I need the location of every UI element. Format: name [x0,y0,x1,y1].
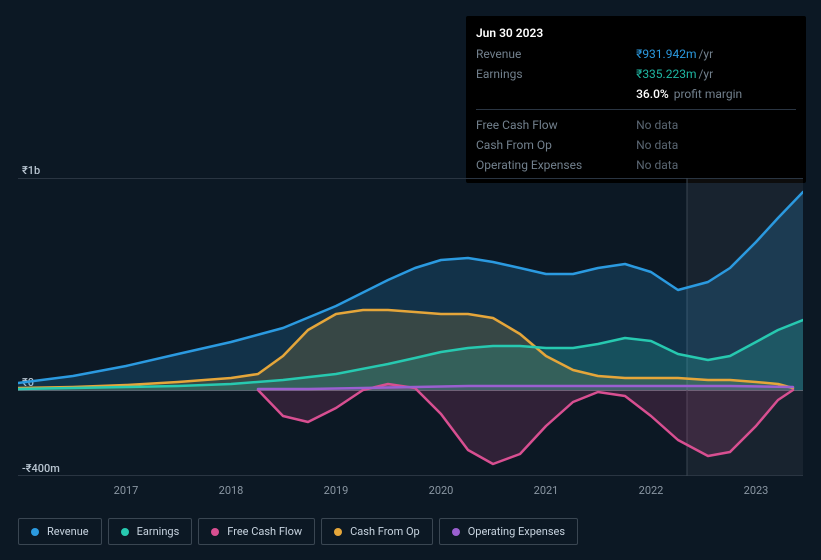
legend-item-fcf[interactable]: Free Cash Flow [198,518,315,545]
tooltip-suffix: /yr [698,47,713,61]
tooltip-row-label: Revenue [476,44,636,64]
legend-swatch-icon [121,528,129,536]
tooltip-row-label: Free Cash Flow [476,115,636,135]
tooltip-margin-text: profit margin [674,87,742,101]
data-tooltip: Jun 30 2023 Revenue ₹931.942m/yr Earning… [466,16,806,183]
tooltip-row-value: ₹931.942m/yr [636,44,796,64]
tooltip-nodata: No data [636,135,796,155]
x-axis-tick-label: 2018 [219,484,244,497]
tooltip-row-value: 36.0% profit margin [636,84,796,104]
tooltip-divider [476,109,796,110]
series-area-fcf [258,384,793,464]
chart-legend: Revenue Earnings Free Cash Flow Cash From O… [18,518,578,545]
tooltip-nodata: No data [636,155,796,175]
x-axis-tick-label: 2017 [114,484,139,497]
tooltip-date: Jun 30 2023 [476,24,796,42]
x-axis-tick-label: 2022 [639,484,664,497]
legend-label: Cash From Op [350,525,420,538]
legend-label: Earnings [137,525,180,538]
y-axis-tick-label: ₹1b [22,164,40,177]
legend-swatch-icon [452,528,460,536]
legend-item-cfo[interactable]: Cash From Op [321,518,433,545]
x-axis-tick-label: 2021 [534,484,559,497]
tooltip-row-label: Operating Expenses [476,155,636,175]
legend-label: Revenue [47,525,89,538]
legend-item-opex[interactable]: Operating Expenses [439,518,578,545]
tooltip-margin-pct: 36.0% [636,87,669,101]
x-axis-labels: 2017 2018 2019 2020 2021 2022 2023 [18,484,803,500]
tooltip-row-label [476,84,636,104]
tooltip-row-label: Cash From Op [476,135,636,155]
legend-item-revenue[interactable]: Revenue [18,518,102,545]
legend-swatch-icon [211,528,219,536]
legend-swatch-icon [31,528,39,536]
tooltip-table: Revenue ₹931.942m/yr Earnings ₹335.223m/… [476,44,796,175]
x-axis-tick-label: 2023 [744,484,769,497]
tooltip-row-value: ₹335.223m/yr [636,64,796,84]
tooltip-revenue-value: ₹931.942m [636,47,696,61]
legend-label: Free Cash Flow [227,525,302,538]
tooltip-suffix: /yr [698,67,713,81]
legend-label: Operating Expenses [468,525,565,538]
tooltip-earnings-value: ₹335.223m [636,67,696,81]
tooltip-row-label: Earnings [476,64,636,84]
x-axis-tick-label: 2020 [429,484,454,497]
x-axis-tick-label: 2019 [324,484,349,497]
legend-swatch-icon [334,528,342,536]
tooltip-nodata: No data [636,115,796,135]
legend-item-earnings[interactable]: Earnings [108,518,193,545]
finance-area-chart[interactable] [18,178,803,476]
